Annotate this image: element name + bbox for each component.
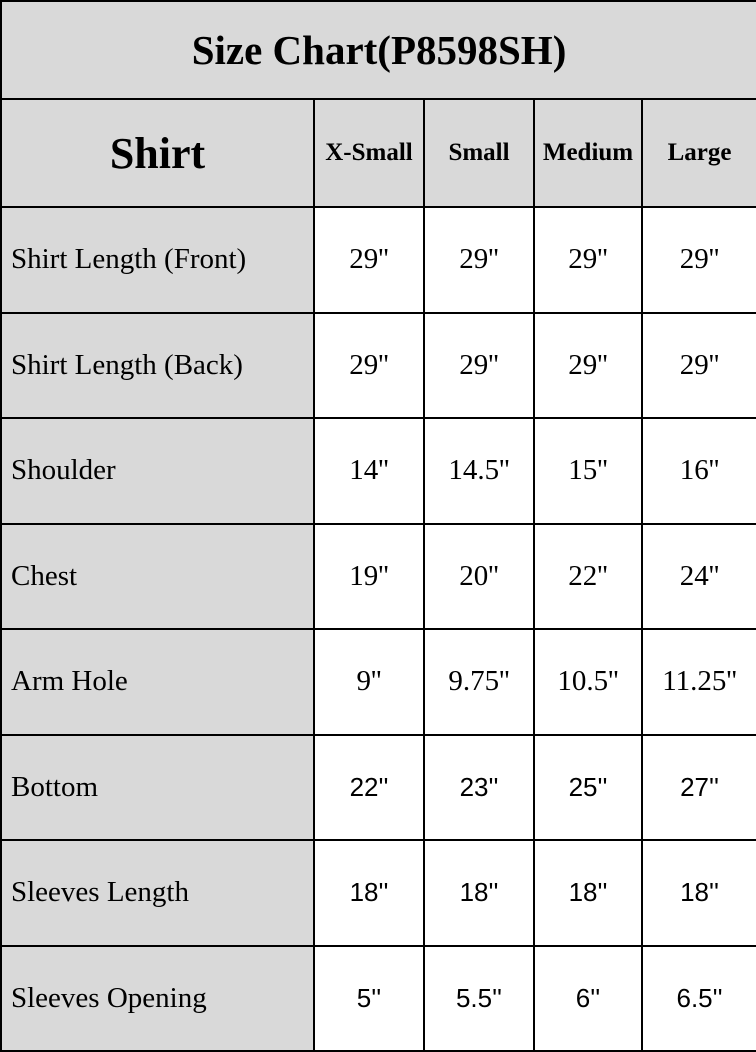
cell-value: 19'' <box>313 522 425 630</box>
column-header-xsmall: X-Small <box>313 98 425 208</box>
column-header-small: Small <box>423 98 535 208</box>
cell-value: 10.5'' <box>533 628 643 736</box>
row-label: Shirt Length (Back) <box>0 311 315 419</box>
cell-value: 9'' <box>313 628 425 736</box>
row-label: Chest <box>0 522 315 630</box>
corner-label: Shirt <box>0 98 315 208</box>
cell-value: 25'' <box>533 733 643 841</box>
cell-value: 5'' <box>313 944 425 1052</box>
cell-value: 29'' <box>533 206 643 314</box>
title-row: Size Chart(P8598SH) <box>0 0 756 100</box>
table-row: Arm Hole 9'' 9.75'' 10.5'' 11.25'' <box>0 628 756 736</box>
cell-value: 6'' <box>533 944 643 1052</box>
cell-value: 27'' <box>640 733 756 841</box>
cell-value: 23'' <box>423 733 535 841</box>
cell-value: 20'' <box>423 522 535 630</box>
row-label: Bottom <box>0 733 315 841</box>
table-row: Shirt Length (Front) 29'' 29'' 29'' 29'' <box>0 206 756 314</box>
cell-value: 29'' <box>640 206 756 314</box>
cell-value: 5.5'' <box>423 944 535 1052</box>
row-label: Shoulder <box>0 417 315 525</box>
row-label: Shirt Length (Front) <box>0 206 315 314</box>
cell-value: 14.5'' <box>423 417 535 525</box>
cell-value: 24'' <box>640 522 756 630</box>
table-row: Chest 19'' 20'' 22'' 24'' <box>0 522 756 630</box>
cell-value: 9.75'' <box>423 628 535 736</box>
row-label: Sleeves Opening <box>0 944 315 1052</box>
cell-value: 29'' <box>533 311 643 419</box>
table-row: Bottom 22'' 23'' 25'' 27'' <box>0 733 756 841</box>
table-row: Sleeves Length 18'' 18'' 18'' 18'' <box>0 839 756 947</box>
page-title: Size Chart(P8598SH) <box>0 0 756 100</box>
column-header-medium: Medium <box>533 98 643 208</box>
cell-value: 22'' <box>533 522 643 630</box>
cell-value: 29'' <box>423 311 535 419</box>
cell-value: 6.5'' <box>640 944 756 1052</box>
cell-value: 22'' <box>313 733 425 841</box>
cell-value: 29'' <box>313 311 425 419</box>
cell-value: 15'' <box>533 417 643 525</box>
row-label: Arm Hole <box>0 628 315 736</box>
table-row: Shoulder 14'' 14.5'' 15'' 16'' <box>0 417 756 525</box>
cell-value: 14'' <box>313 417 425 525</box>
table-row: Sleeves Opening 5'' 5.5'' 6'' 6.5'' <box>0 944 756 1052</box>
cell-value: 29'' <box>313 206 425 314</box>
cell-value: 29'' <box>640 311 756 419</box>
cell-value: 18'' <box>423 839 535 947</box>
cell-value: 18'' <box>533 839 643 947</box>
cell-value: 29'' <box>423 206 535 314</box>
cell-value: 18'' <box>313 839 425 947</box>
row-label: Sleeves Length <box>0 839 315 947</box>
header-row: Shirt X-Small Small Medium Large <box>0 98 756 208</box>
table-row: Shirt Length (Back) 29'' 29'' 29'' 29'' <box>0 311 756 419</box>
cell-value: 16'' <box>640 417 756 525</box>
cell-value: 11.25'' <box>640 628 756 736</box>
column-header-large: Large <box>640 98 756 208</box>
cell-value: 18'' <box>640 839 756 947</box>
